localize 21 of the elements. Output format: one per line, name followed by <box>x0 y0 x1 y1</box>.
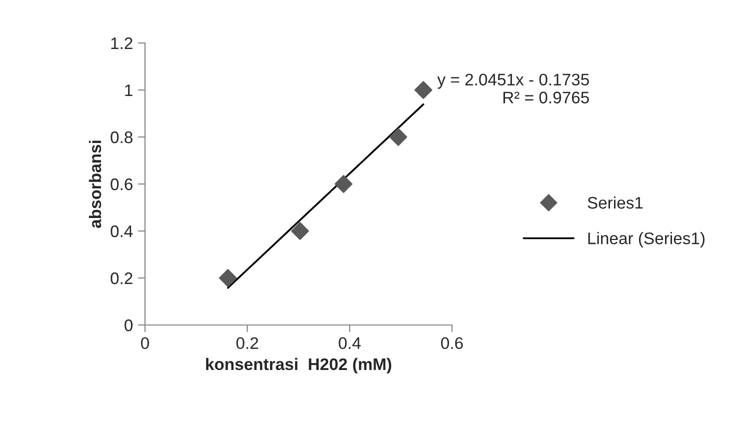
x-tick-label: 0 <box>141 337 149 350</box>
legend-label: Series1 <box>588 196 643 209</box>
x-tick-label: 0.4 <box>338 337 361 350</box>
x-tick-label: 0.6 <box>441 337 463 350</box>
point <box>291 222 309 240</box>
legend-label: Linear (Series1) <box>588 232 705 248</box>
x-tick-label: 0.2 <box>236 337 258 350</box>
y-tick-label: 0.8 <box>110 131 132 144</box>
point <box>414 81 432 99</box>
x-axis-title: konsentrasi H202 (mM) <box>206 358 392 374</box>
point <box>218 269 237 287</box>
point <box>334 175 352 193</box>
annotation: y = 2.0451x - 0.1735 R² = 0.9765 <box>437 74 589 104</box>
y-tick-label: 0.2 <box>110 272 132 284</box>
y-tick-label: 0.4 <box>110 225 133 238</box>
point <box>389 128 408 146</box>
y-axis-title: absorbansi <box>88 140 102 228</box>
y-tick-label: 1.2 <box>111 37 132 50</box>
y-tick-label: 0 <box>124 319 133 332</box>
y-tick-label: 1 <box>125 84 132 96</box>
y-tick-label: 0.6 <box>110 178 132 190</box>
